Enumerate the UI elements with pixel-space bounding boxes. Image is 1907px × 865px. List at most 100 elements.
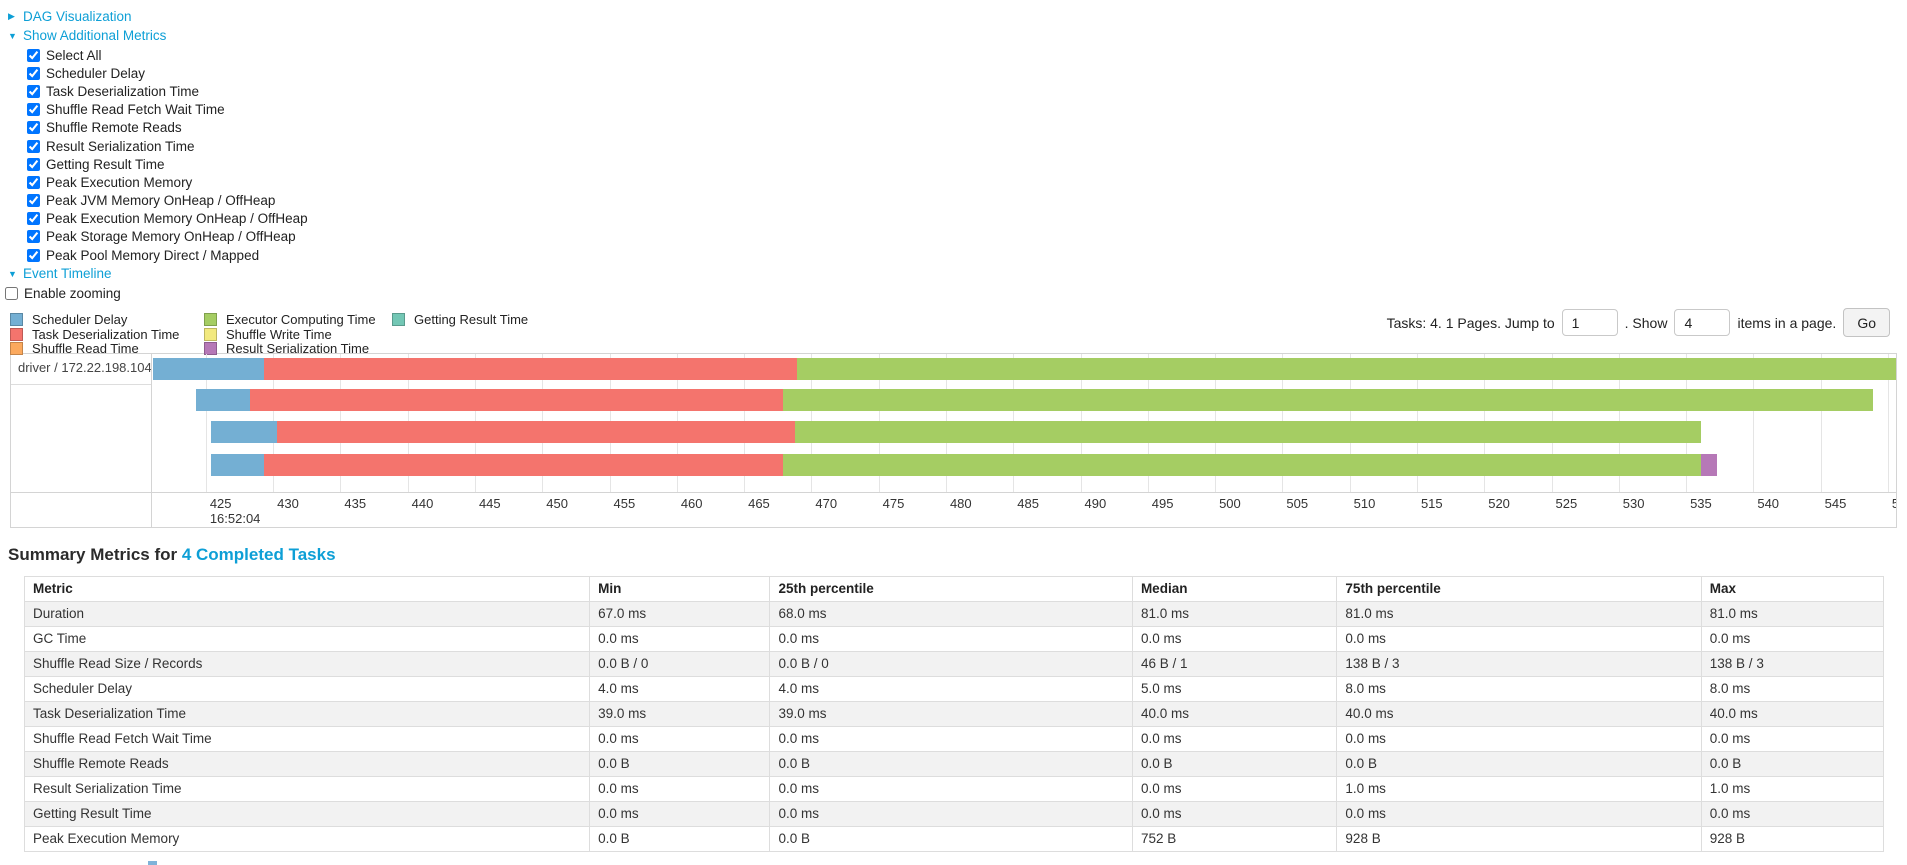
legend-item: Result Serialization Time	[204, 341, 392, 356]
metric-value-cell: 928 B	[1700, 826, 1885, 853]
enable-zooming-label: Enable zooming	[24, 285, 121, 301]
items-per-page-input[interactable]	[1674, 309, 1731, 337]
legend-label: Getting Result Time	[414, 312, 529, 328]
legend-item: Executor Computing Time	[204, 312, 392, 327]
metric-value-cell: 0.0 ms	[769, 801, 1133, 828]
metric-name-cell: Shuffle Remote Reads	[23, 751, 591, 778]
table-header-row: Metric Min 25th percentile Median 75th perce…	[23, 576, 1885, 603]
metric-checkbox-row: Shuffle Remote Reads	[27, 119, 1907, 137]
legend-swatch-icon	[392, 313, 405, 327]
metric-value-cell: 928 B	[1336, 826, 1702, 853]
timeline-gridline	[1820, 354, 1822, 493]
task-bar-segment[interactable]	[263, 454, 784, 477]
metric-value-cell: 0.0 ms	[1131, 726, 1338, 753]
task-bar-segment[interactable]	[211, 454, 264, 477]
metric-value-cell: 1.0 ms	[1700, 776, 1885, 803]
task-bar-segment[interactable]	[1700, 454, 1718, 477]
pagination-between-text: . Show	[1624, 314, 1668, 331]
metric-value-cell: 0.0 ms	[769, 626, 1133, 653]
metric-value-cell: 0.0 ms	[589, 726, 771, 753]
table-row: Duration 67.0 ms 68.0 ms 81.0 ms 81.0 ms 81.0…	[23, 601, 1885, 628]
legend-swatch-icon	[10, 327, 23, 341]
metric-checkbox-label: Peak Pool Memory Direct / Mapped	[46, 247, 260, 263]
legend-item: Scheduler Delay	[10, 312, 204, 327]
metric-checkbox-row: Task Deserialization Time	[27, 82, 1907, 100]
metric-value-cell: 40.0 ms	[1336, 701, 1702, 728]
metric-value-cell: 40.0 ms	[1131, 701, 1338, 728]
metric-checkbox-row: Getting Result Time	[27, 155, 1907, 173]
task-bar-segment[interactable]	[796, 358, 1896, 381]
legend-item: Task Deserialization Time	[10, 327, 204, 342]
metric-checkbox[interactable]	[27, 194, 40, 208]
task-bar-segment[interactable]	[795, 421, 1701, 444]
task-bar-segment[interactable]	[277, 421, 796, 444]
metric-checkbox[interactable]	[27, 175, 40, 189]
dag-visualization-toggle[interactable]: ▶ DAG Visualization	[8, 7, 1907, 26]
show-additional-metrics-toggle[interactable]: ▼ Show Additional Metrics	[8, 26, 1907, 45]
table-row: Result Serialization Time 0.0 ms 0.0 ms 0.0…	[23, 776, 1885, 803]
table-row: GC Time 0.0 ms 0.0 ms 0.0 ms 0.0 ms 0.0 ms	[23, 626, 1885, 653]
metric-name-cell: Scheduler Delay	[23, 676, 591, 703]
metric-checkbox[interactable]	[27, 103, 40, 117]
axis-tick-label: 455	[613, 496, 636, 512]
metric-checkbox-row: Peak JVM Memory OnHeap / OffHeap	[27, 192, 1907, 210]
axis-tick-label: 505	[1286, 496, 1309, 512]
metric-value-cell: 81.0 ms	[1336, 601, 1702, 628]
task-bar-segment[interactable]	[783, 454, 1701, 477]
metric-name-cell: Shuffle Read Size / Records	[23, 651, 591, 678]
metric-value-cell: 0.0 B	[1700, 751, 1885, 778]
metric-name-cell: GC Time	[23, 626, 591, 653]
metric-value-cell: 0.0 ms	[769, 776, 1133, 803]
completed-tasks-link[interactable]: 4 Completed Tasks	[181, 545, 336, 565]
metric-checkbox-row: Peak Execution Memory	[27, 173, 1907, 191]
legend-swatch-icon	[204, 313, 217, 327]
event-timeline-link[interactable]: Event Timeline	[23, 266, 112, 282]
enable-zooming-checkbox[interactable]	[5, 286, 18, 300]
metric-checkbox[interactable]	[27, 139, 40, 153]
metric-checkbox[interactable]	[27, 48, 40, 62]
metric-checkbox[interactable]	[27, 212, 40, 226]
axis-left-shim	[11, 492, 151, 527]
metric-checkbox-label: Result Serialization Time	[46, 138, 195, 154]
collapsed-arrow-icon: ▶	[8, 11, 15, 21]
table-row: Getting Result Time 0.0 ms 0.0 ms 0.0 ms 0.0…	[23, 801, 1885, 828]
task-bar-segment[interactable]	[211, 421, 278, 444]
axis-tick-label: 435	[344, 496, 367, 512]
axis-tick-label: 525	[1555, 496, 1578, 512]
task-bar-segment[interactable]	[783, 389, 1874, 412]
metric-value-cell: 46 B / 1	[1131, 651, 1338, 678]
event-timeline-toggle[interactable]: ▼ Event Timeline	[8, 264, 1907, 283]
metric-value-cell: 8.0 ms	[1700, 676, 1885, 703]
metric-name-cell: Result Serialization Time	[23, 776, 591, 803]
dag-visualization-link[interactable]: DAG Visualization	[23, 9, 132, 24]
metric-checkbox[interactable]	[27, 230, 40, 244]
metric-checkbox[interactable]	[27, 157, 40, 171]
show-additional-metrics-link[interactable]: Show Additional Metrics	[23, 28, 167, 43]
task-bar-segment[interactable]	[250, 389, 784, 412]
metric-value-cell: 39.0 ms	[769, 701, 1133, 728]
legend-label: Shuffle Read Time	[32, 341, 139, 357]
jump-to-page-input[interactable]	[1561, 309, 1618, 337]
enable-zooming-row: Enable zooming	[5, 284, 1907, 302]
timeline-legend: Scheduler Delay Task Deserialization Time…	[10, 312, 528, 356]
metric-value-cell: 0.0 B	[589, 751, 771, 778]
task-bar-segment[interactable]	[153, 358, 264, 381]
metric-value-cell: 0.0 ms	[1700, 801, 1885, 828]
metric-value-cell: 8.0 ms	[1336, 676, 1702, 703]
axis-time-base-label: 16:52:04	[209, 511, 261, 527]
task-bar-segment[interactable]	[263, 358, 797, 381]
go-button[interactable]: Go	[1843, 308, 1890, 338]
axis-tick-label: 515	[1420, 496, 1443, 512]
metric-checkbox[interactable]	[27, 248, 40, 262]
metric-checkbox[interactable]	[27, 66, 40, 80]
task-bar-segment[interactable]	[196, 389, 251, 412]
metric-checkbox[interactable]	[27, 84, 40, 98]
legend-label: Scheduler Delay	[32, 312, 128, 328]
metric-name-cell: Task Deserialization Time	[23, 701, 591, 728]
table-column-header: Max	[1700, 576, 1885, 603]
timeline-plot: 425 430 435 440 445 450 455 460 465 470 475 480 485 4…	[152, 354, 1896, 527]
metric-value-cell: 81.0 ms	[1131, 601, 1338, 628]
metric-checkbox[interactable]	[27, 121, 40, 135]
axis-tick-label: 465	[748, 496, 770, 512]
metric-name-cell: Duration	[23, 601, 591, 628]
